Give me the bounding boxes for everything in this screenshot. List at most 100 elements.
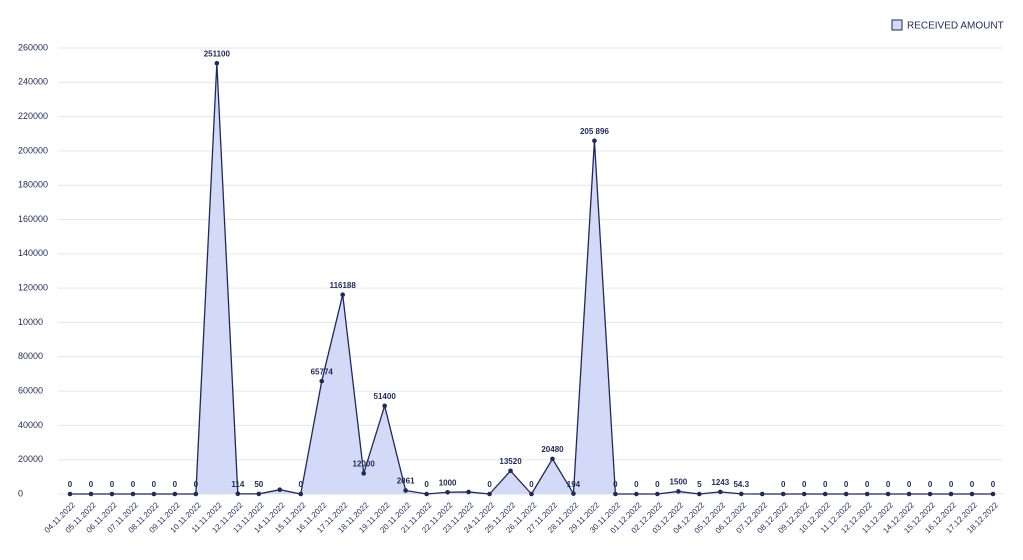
data-label: 20480 xyxy=(541,445,564,454)
point xyxy=(445,489,450,495)
data-label: 50 xyxy=(254,480,263,489)
point xyxy=(948,491,954,497)
data-label: 0 xyxy=(928,480,933,489)
point xyxy=(864,491,870,497)
point xyxy=(256,491,262,497)
y-tick-label: 40000 xyxy=(18,420,43,430)
legend-label: RECEIVED AMOUNT xyxy=(907,21,1004,32)
point xyxy=(906,491,912,497)
point xyxy=(969,491,975,497)
area xyxy=(70,63,993,495)
data-label: 0 xyxy=(991,480,996,489)
data-label: 0 xyxy=(89,480,94,489)
data-label: 0 xyxy=(110,480,115,489)
y-tick-label: 80000 xyxy=(18,351,43,361)
point xyxy=(529,491,534,497)
point xyxy=(67,491,73,497)
point xyxy=(655,491,660,497)
point xyxy=(151,491,157,497)
data-label: 0 xyxy=(970,480,975,489)
point xyxy=(571,491,576,496)
point xyxy=(822,491,828,497)
point xyxy=(130,491,136,497)
y-tick-label: 20000 xyxy=(18,454,43,464)
data-label: 1000 xyxy=(439,478,457,487)
point xyxy=(676,489,681,494)
point xyxy=(508,468,513,474)
data-label: 13520 xyxy=(499,457,522,466)
point xyxy=(319,378,325,384)
y-tick-label: 60000 xyxy=(18,385,43,395)
y-tick-label: 10000 xyxy=(18,317,43,327)
point xyxy=(780,491,786,497)
point xyxy=(172,491,178,497)
point xyxy=(109,491,115,497)
data-label: 114 xyxy=(231,480,244,489)
y-tick-label: 0 xyxy=(18,488,23,498)
data-label: 0 xyxy=(886,480,891,489)
y-tick-label: 260000 xyxy=(18,42,48,52)
data-label: 116188 xyxy=(330,281,357,290)
data-label: 0 xyxy=(529,480,534,489)
data-label: 0 xyxy=(907,480,912,489)
point xyxy=(717,489,723,495)
point xyxy=(990,491,996,497)
y-tick-label: 240000 xyxy=(18,77,48,87)
data-label: 0 xyxy=(173,480,178,489)
data-label: 0 xyxy=(781,480,786,489)
point xyxy=(235,491,241,497)
point xyxy=(277,487,283,493)
y-tick-label: 220000 xyxy=(18,111,48,121)
y-tick-label: 160000 xyxy=(18,214,48,224)
data-label: 0 xyxy=(424,480,429,489)
data-label: 0 xyxy=(844,480,849,489)
data-label: 0 xyxy=(68,480,73,489)
data-label: 0 xyxy=(802,480,807,489)
y-tick-label: 200000 xyxy=(18,145,48,155)
data-label: 205 896 xyxy=(580,127,609,136)
y-tick-label: 140000 xyxy=(18,248,48,258)
data-label: 0 xyxy=(487,480,492,489)
point xyxy=(403,488,408,493)
point xyxy=(592,138,597,144)
point xyxy=(885,491,891,497)
point xyxy=(487,491,492,497)
data-label: 65774 xyxy=(311,367,334,376)
data-label: 0 xyxy=(823,480,828,489)
point xyxy=(634,491,639,497)
data-label: 0 xyxy=(194,480,199,489)
point xyxy=(801,491,807,497)
data-label: 12000 xyxy=(353,460,376,469)
point xyxy=(298,491,304,497)
data-label: 0 xyxy=(865,480,870,489)
point xyxy=(927,491,933,497)
data-label: 51400 xyxy=(374,392,397,401)
data-label: 1500 xyxy=(669,478,687,487)
data-label: 0 xyxy=(634,480,639,489)
data-label: 251100 xyxy=(204,49,231,58)
data-label: 0 xyxy=(131,480,136,489)
data-label: 0 xyxy=(613,480,618,489)
legend-swatch xyxy=(891,19,903,31)
point xyxy=(382,403,387,409)
y-tick-label: 120000 xyxy=(18,283,48,293)
point xyxy=(214,60,220,66)
point xyxy=(466,489,471,495)
point xyxy=(613,491,618,497)
data-label: 2061 xyxy=(397,477,415,486)
data-label: 0 xyxy=(655,480,660,489)
point xyxy=(759,491,765,497)
point xyxy=(193,491,199,497)
point xyxy=(361,471,366,476)
data-label: 54.3 xyxy=(733,480,749,489)
point xyxy=(697,491,702,497)
data-label: 1243 xyxy=(711,478,729,487)
point xyxy=(843,491,849,497)
data-label: 194 xyxy=(567,480,581,489)
data-label: 0 xyxy=(949,480,954,489)
point xyxy=(738,491,744,497)
point xyxy=(424,491,429,497)
data-label: 5 xyxy=(697,480,702,489)
data-label: 0 xyxy=(299,480,304,489)
